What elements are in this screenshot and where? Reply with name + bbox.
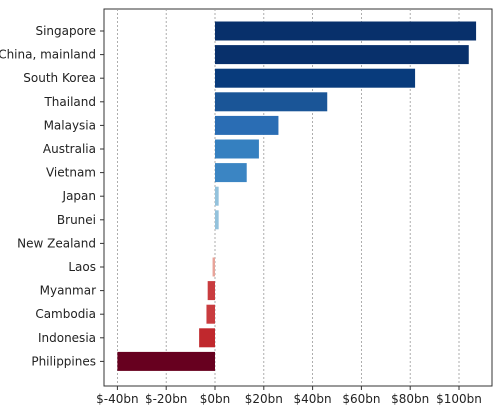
y-tick-label-china-mainland: China, mainland <box>0 48 96 62</box>
y-tick-label-japan: Japan <box>62 189 96 203</box>
bar-laos <box>212 257 215 277</box>
y-tick-label-myanmar: Myanmar <box>40 284 96 298</box>
bars <box>117 21 477 371</box>
y-tick-label-australia: Australia <box>43 142 96 156</box>
bar-philippines <box>117 351 215 371</box>
x-axis-ticks: $-40bn $-20bn $0bn $20bn $40bn $60bn $80bn $100… <box>96 386 482 406</box>
x-tick-label: $60bn <box>342 392 380 406</box>
bar-vietnam <box>215 163 247 183</box>
x-tick-label: $-20bn <box>145 392 187 406</box>
y-tick-label-philippines: Philippines <box>31 354 96 368</box>
y-tick-label-new-zealand: New Zealand <box>17 236 96 250</box>
y-tick-label-malaysia: Malaysia <box>44 118 96 132</box>
x-tick-label: $20bn <box>245 392 283 406</box>
bar-cambodia <box>206 304 215 324</box>
bar-myanmar <box>207 281 215 301</box>
x-tick-label: $40bn <box>294 392 332 406</box>
bar-malaysia <box>215 115 279 135</box>
bar-brunei <box>215 210 219 230</box>
bar-japan <box>215 186 219 206</box>
x-tick-label: $0bn <box>200 392 231 406</box>
bar-indonesia <box>199 328 215 348</box>
y-tick-label-vietnam: Vietnam <box>46 166 96 180</box>
y-tick-label-indonesia: Indonesia <box>38 331 96 345</box>
y-tick-label-laos: Laos <box>68 260 96 274</box>
gridlines <box>117 9 460 386</box>
y-axis-labels: Singapore China, mainland South Korea Thail… <box>0 24 104 368</box>
bar-thailand <box>215 92 328 112</box>
y-tick-label-singapore: Singapore <box>35 24 96 38</box>
y-tick-label-south-korea: South Korea <box>23 71 96 85</box>
y-tick-label-cambodia: Cambodia <box>35 307 96 321</box>
bar-singapore <box>215 21 477 41</box>
bar-south-korea <box>215 68 416 88</box>
x-tick-label: $80bn <box>391 392 429 406</box>
plot-frame <box>103 8 493 387</box>
x-tick-label: $-40bn <box>96 392 138 406</box>
bar-australia <box>215 139 259 159</box>
y-tick-label-thailand: Thailand <box>43 95 96 109</box>
y-tick-label-brunei: Brunei <box>57 213 96 227</box>
bar-china-mainland <box>215 45 469 65</box>
x-tick-label: $100bn <box>436 392 482 406</box>
